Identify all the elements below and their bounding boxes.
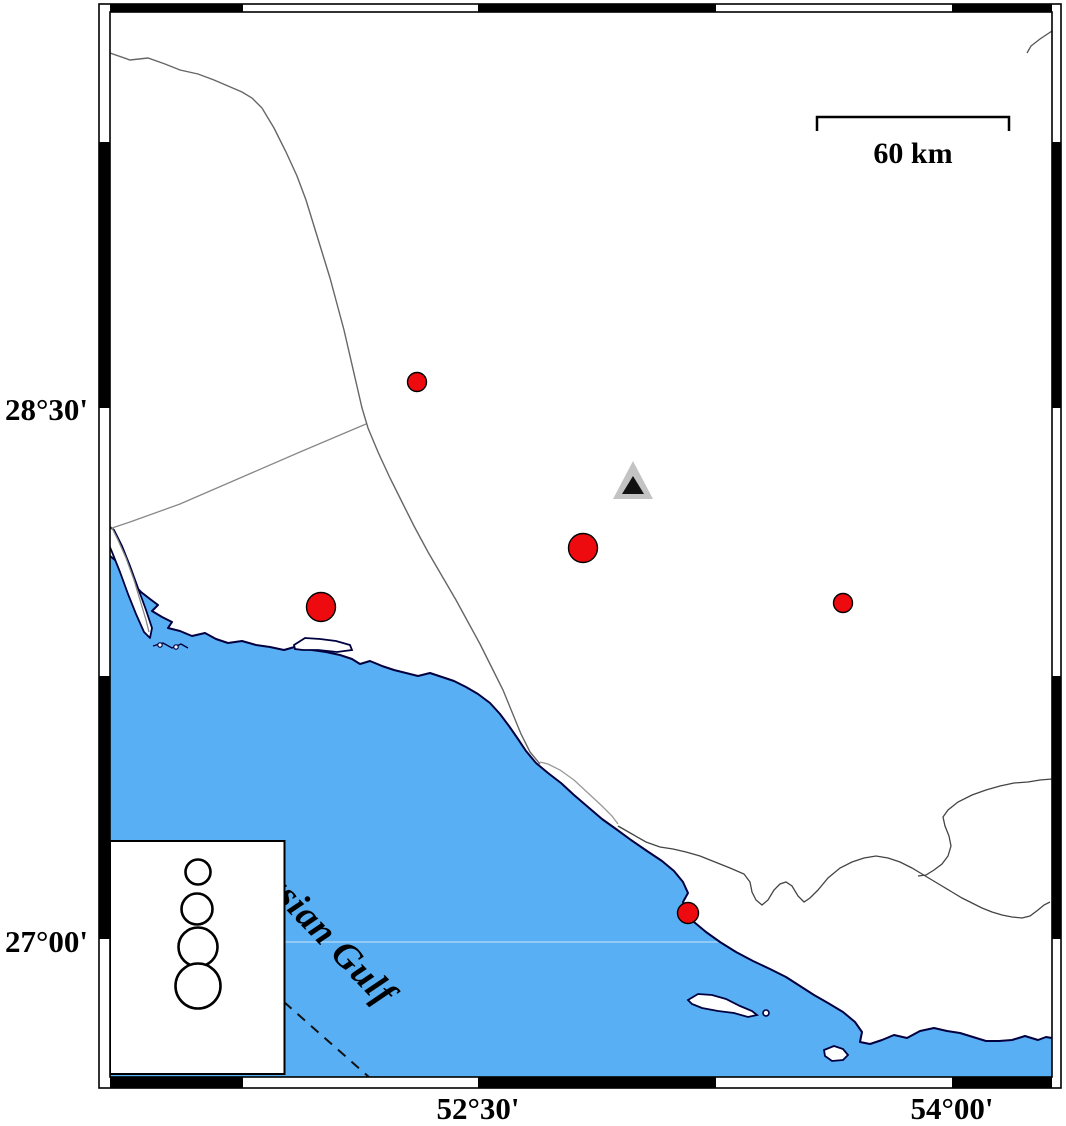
frame-segment — [478, 4, 716, 12]
peninsula — [110, 525, 153, 639]
frame-segment — [1052, 142, 1061, 408]
border-line-northeast — [917, 778, 1052, 877]
maritime-dashed-line — [283, 1001, 371, 1077]
islet-dot — [173, 644, 179, 650]
legend-circle — [180, 892, 214, 926]
coastline — [110, 555, 1052, 1045]
frame-segment — [99, 142, 110, 408]
frame-segment — [110, 4, 243, 12]
lon-label-5400: 54°00' — [910, 1091, 993, 1126]
border-line-coastal — [539, 761, 619, 825]
border-line-main — [110, 52, 541, 765]
island-large — [686, 993, 760, 1018]
map-area: Persian Gulf — [110, 30, 1052, 1077]
frame-segment — [110, 1077, 243, 1088]
scale-bar-label: 60 km — [873, 137, 952, 170]
legend-circle — [177, 926, 219, 968]
lat-label-2700: 27°00' — [5, 924, 88, 959]
islet-dot — [157, 642, 163, 648]
frame-segment — [952, 1077, 1052, 1088]
frame-segment — [1052, 676, 1061, 939]
scale-bar-bracket — [815, 115, 1011, 131]
island-small — [822, 1045, 850, 1062]
epicenter-circle — [305, 591, 337, 623]
frame-segment — [478, 1077, 716, 1088]
station-triangle — [613, 461, 653, 499]
legend-magnitude-circles — [174, 858, 222, 1010]
epicenter-circle — [832, 592, 854, 614]
epicenter-markers — [305, 371, 854, 925]
map-frame — [98, 3, 1062, 1089]
legend-circle — [174, 962, 222, 1010]
epicenter-circle — [567, 532, 599, 564]
axis-annotations: 28°30' 27°00' 52°30' 54°00' — [5, 392, 994, 1126]
sea-fill — [110, 556, 1052, 1077]
frame-segment — [99, 676, 110, 939]
border-line-branch — [111, 423, 367, 633]
coastal-island — [292, 637, 354, 653]
border-line-east — [617, 825, 1051, 919]
epicenter-circle — [676, 901, 700, 925]
island-dot — [762, 1009, 770, 1017]
frame-segment — [952, 4, 1052, 12]
lat-label-2830: 28°30' — [5, 392, 88, 427]
epicenter-circle — [406, 371, 428, 393]
scale-bar: 60 km — [815, 115, 1011, 170]
border-line-corner — [1026, 30, 1052, 54]
legend-circle — [184, 858, 212, 886]
lon-label-5230: 52°30' — [436, 1091, 519, 1126]
station-triangle-inner — [622, 476, 644, 494]
